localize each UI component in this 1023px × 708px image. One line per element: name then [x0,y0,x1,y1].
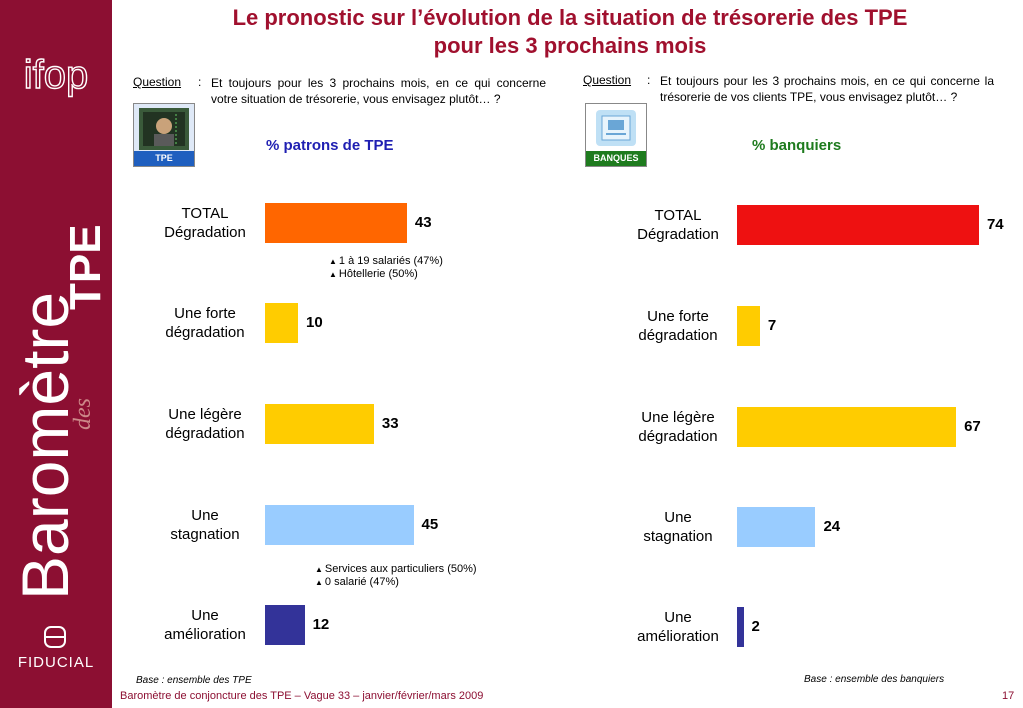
note-item: ▲ 1 à 19 salariés (47%) [329,255,443,267]
bar [737,507,816,547]
category-label-line: Une forte [647,308,709,325]
banques-logo: BANQUES [585,103,647,167]
fiducial-icon [44,626,66,648]
category-label-line: amélioration [164,626,246,643]
question-text-right: Et toujours pour les 3 prochains mois, e… [660,74,994,104]
bar [265,203,407,243]
base-left: Base : ensemble des TPE [136,675,252,686]
category-label-line: Une légère [168,406,242,423]
category-label: Une amélioration [130,606,280,644]
note-item: ▲ 0 salarié (47%) [315,576,399,588]
data-label: 43 [414,214,432,231]
up-triangle-icon: ▲ [329,257,337,266]
tpe-person-icon [139,108,189,150]
category-label-line: Dégradation [164,224,246,241]
data-label: 24 [823,518,841,535]
question-text-left: Et toujours pour les 3 prochains mois, e… [211,76,546,106]
question-label-right: Question [583,73,632,87]
up-triangle-icon: ▲ [329,270,337,279]
chart-right-title: % banquiers [752,137,842,154]
category-label-line: Dégradation [637,226,719,243]
bar [737,205,979,245]
question-label-left: Question [133,75,182,89]
category-label-line: Une [191,607,219,624]
bar [265,505,414,545]
category-label: TOTAL Dégradation [130,204,280,242]
svg-text:Baromètre: Baromètre [8,292,82,600]
tpe-logo: TPE [133,103,195,167]
up-triangle-icon: ▲ [315,565,323,574]
data-label: 10 [306,314,323,331]
question-colon-left: : [198,75,202,89]
category-label: Une légère dégradation [130,405,280,443]
category-label-line: stagnation [643,528,713,545]
category-label-line: stagnation [170,526,240,543]
note-item: ▲ Hôtellerie (50%) [329,268,418,280]
data-label: 7 [767,317,777,334]
banques-logo-tag: BANQUES [586,151,646,166]
svg-text:ifop: ifop [24,53,89,97]
category-label-line: Une [664,509,692,526]
barometre-des-tpe-logo: Baromètre TPE des [8,224,110,600]
category-label-line: TOTAL [654,207,702,224]
bar [265,605,305,645]
category-label-line: dégradation [638,327,718,344]
bank-icon [596,110,636,146]
data-label: 74 [986,216,1004,233]
note-group-2: ▲ Services aux particuliers (50%) ▲ 0 sala… [315,563,477,589]
page-title-line-1: Le pronostic sur l’évolution de la situa… [232,5,908,30]
base-right: Base : ensemble des banquiers [804,674,945,685]
svg-text:TPE: TPE [61,224,110,310]
up-triangle-icon: ▲ [315,578,323,587]
category-label-line: Une [191,507,219,524]
tpe-logo-tag: TPE [134,151,194,166]
category-label: Une amélioration [603,608,753,646]
category-label-line: TOTAL [181,205,229,222]
bar [737,306,760,346]
page-title: Le pronostic sur l’évolution de la situa… [120,4,1020,60]
chart-left-title: % patrons de TPE [266,137,394,154]
footer: Baromètre de conjoncture des TPE – Vague… [120,690,484,702]
category-label: Une stagnation [130,506,280,544]
note-item: ▲ Services aux particuliers (50%) [315,563,477,575]
category-label: Une stagnation [603,508,753,546]
category-label-line: dégradation [165,425,245,442]
page-number: 17 [1002,690,1015,702]
fiducial-logo-text: FIDUCIAL [17,654,95,671]
category-label: Une forte dégradation [603,307,753,345]
sidebar: ifop Baromètre TPE des FIDUCIAL [0,0,112,708]
data-label: 45 [421,516,439,533]
bar [737,607,744,647]
note-group-1: ▲ 1 à 19 salariés (47%) ▲ Hôtellerie (50%) [329,255,443,281]
bar [265,303,298,343]
question-colon-right: : [647,73,651,87]
bar [265,404,374,444]
svg-text:des: des [70,398,96,430]
category-label: TOTAL Dégradation [603,206,753,244]
category-label-line: dégradation [638,428,718,445]
data-label: 67 [964,418,981,435]
data-label: 33 [381,415,399,432]
category-label-line: amélioration [637,628,719,645]
data-label: 2 [751,618,760,635]
category-label-line: Une légère [641,409,715,426]
category-label: Une légère dégradation [603,408,753,446]
category-label-line: Une [664,609,692,626]
category-label: Une forte dégradation [130,304,280,342]
page-title-line-2: pour les 3 prochains mois [433,33,707,58]
category-label-line: dégradation [165,324,245,341]
category-label-line: Une forte [174,305,236,322]
bar [737,407,957,447]
data-label: 12 [312,616,330,633]
ifop-logo: ifop [23,52,89,97]
